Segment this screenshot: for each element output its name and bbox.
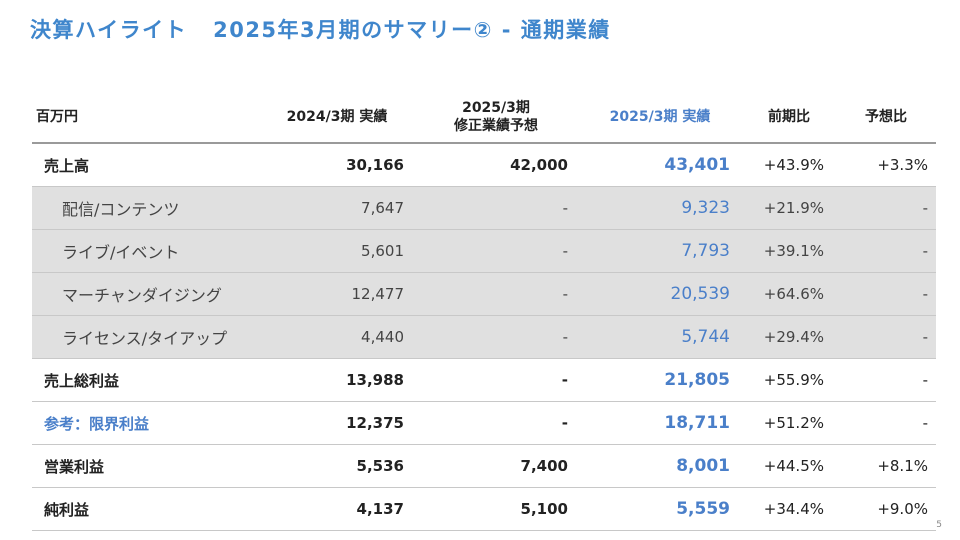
forecast-value: - [414, 186, 578, 230]
forecast-value: 7,400 [414, 444, 578, 488]
header-forecast-line1: 2025/3期 [462, 100, 530, 116]
yoy-value: +55.9% [742, 358, 836, 402]
prev-actual-value: 12,375 [260, 401, 414, 445]
vs-forecast-value: - [836, 315, 936, 359]
forecast-value: - [414, 315, 578, 359]
prev-actual-value: 4,137 [260, 487, 414, 531]
financial-summary-table: 百万円 2024/3期 実績 2025/3期 修正業績予想 2025/3期 実績 … [32, 92, 936, 531]
curr-actual-value: 21,805 [578, 358, 742, 402]
slide-title: 決算ハイライト 2025年3月期のサマリー② - 通期業績 [30, 14, 611, 44]
header-curr-actual: 2025/3期 実績 [578, 92, 742, 144]
yoy-value: +51.2% [742, 401, 836, 445]
page-number: 5 [936, 520, 942, 530]
header-unit: 百万円 [32, 92, 260, 144]
yoy-value: +29.4% [742, 315, 836, 359]
vs-forecast-value: - [836, 401, 936, 445]
curr-actual-value: 8,001 [578, 444, 742, 488]
vs-forecast-value: +3.3% [836, 143, 936, 187]
row-net-sales: 売上高 30,166 42,000 43,401 +43.9% +3.3% [32, 143, 936, 187]
curr-actual-value: 7,793 [578, 229, 742, 273]
forecast-value: - [414, 229, 578, 273]
prev-actual-value: 7,647 [260, 186, 414, 230]
row-marginal-profit: 参考：限界利益 12,375 - 18,711 +51.2% - [32, 401, 936, 445]
curr-actual-value: 5,559 [578, 487, 742, 531]
forecast-value: - [414, 358, 578, 402]
row-label: 純利益 [32, 487, 260, 531]
slide-title-section: 決算ハイライト [30, 18, 188, 42]
curr-actual-value: 5,744 [578, 315, 742, 359]
row-label: 営業利益 [32, 444, 260, 488]
row-gross-profit: 売上総利益 13,988 - 21,805 +55.9% - [32, 358, 936, 402]
row-segment-licensing: ライセンス/タイアップ 4,440 - 5,744 +29.4% - [32, 315, 936, 359]
vs-forecast-value: - [836, 229, 936, 273]
row-label: ライブ/イベント [32, 229, 260, 273]
yoy-value: +44.5% [742, 444, 836, 488]
row-segment-streaming: 配信/コンテンツ 7,647 - 9,323 +21.9% - [32, 186, 936, 230]
forecast-value: - [414, 272, 578, 316]
forecast-value: 42,000 [414, 143, 578, 187]
yoy-value: +34.4% [742, 487, 836, 531]
row-label: 配信/コンテンツ [32, 186, 260, 230]
prev-actual-value: 30,166 [260, 143, 414, 187]
yoy-value: +43.9% [742, 143, 836, 187]
yoy-value: +64.6% [742, 272, 836, 316]
header-prev-actual: 2024/3期 実績 [260, 92, 414, 144]
forecast-value: - [414, 401, 578, 445]
yoy-value: +39.1% [742, 229, 836, 273]
curr-actual-value: 18,711 [578, 401, 742, 445]
prev-actual-value: 4,440 [260, 315, 414, 359]
vs-forecast-value: +9.0% [836, 487, 936, 531]
slide-title-topic: 2025年3月期のサマリー② - 通期業績 [213, 18, 611, 42]
vs-forecast-value: +8.1% [836, 444, 936, 488]
yoy-value: +21.9% [742, 186, 836, 230]
prev-actual-value: 5,601 [260, 229, 414, 273]
header-vs-forecast: 予想比 [836, 92, 936, 144]
vs-forecast-value: - [836, 272, 936, 316]
row-label: 売上総利益 [32, 358, 260, 402]
header-forecast-line2: 修正業績予想 [454, 118, 538, 134]
prev-actual-value: 12,477 [260, 272, 414, 316]
prev-actual-value: 5,536 [260, 444, 414, 488]
vs-forecast-value: - [836, 186, 936, 230]
row-segment-live-events: ライブ/イベント 5,601 - 7,793 +39.1% - [32, 229, 936, 273]
header-forecast: 2025/3期 修正業績予想 [414, 92, 578, 144]
row-operating-profit: 営業利益 5,536 7,400 8,001 +44.5% +8.1% [32, 444, 936, 488]
row-label: ライセンス/タイアップ [32, 315, 260, 359]
table-header-row: 百万円 2024/3期 実績 2025/3期 修正業績予想 2025/3期 実績 … [32, 92, 936, 144]
curr-actual-value: 20,539 [578, 272, 742, 316]
forecast-value: 5,100 [414, 487, 578, 531]
header-yoy: 前期比 [742, 92, 836, 144]
vs-forecast-value: - [836, 358, 936, 402]
curr-actual-value: 9,323 [578, 186, 742, 230]
row-label: 売上高 [32, 143, 260, 187]
prev-actual-value: 13,988 [260, 358, 414, 402]
curr-actual-value: 43,401 [578, 143, 742, 187]
row-label: 参考：限界利益 [32, 401, 260, 445]
row-segment-merchandising: マーチャンダイジング 12,477 - 20,539 +64.6% - [32, 272, 936, 316]
row-net-income: 純利益 4,137 5,100 5,559 +34.4% +9.0% [32, 487, 936, 531]
row-label: マーチャンダイジング [32, 272, 260, 316]
